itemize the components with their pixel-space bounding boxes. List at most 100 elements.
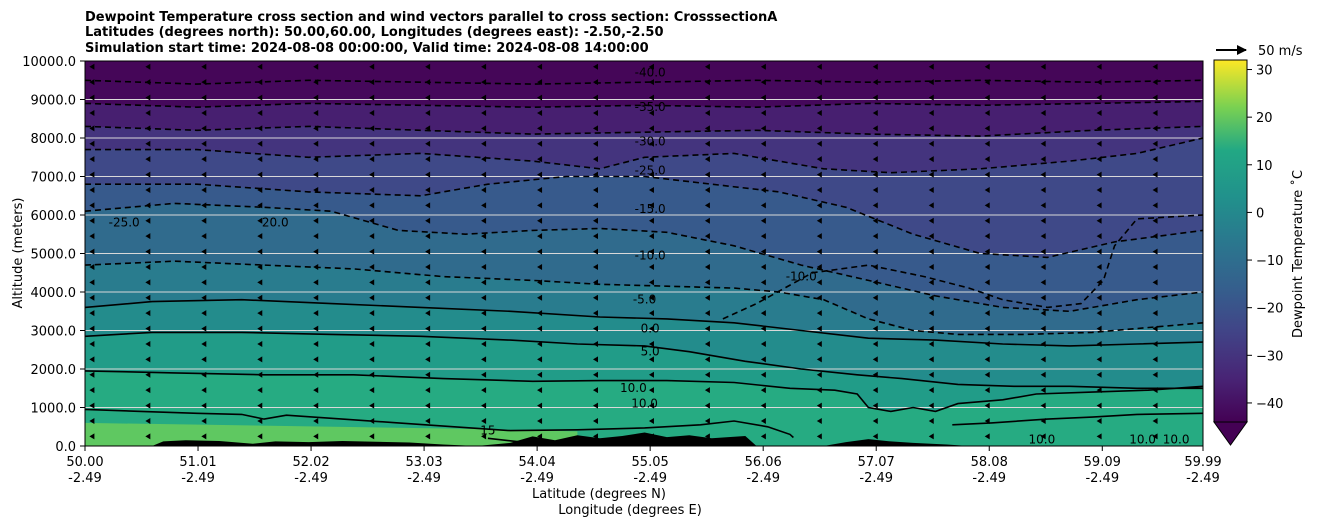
wind-vector-arrow [704, 233, 710, 240]
wind-vector-arrow [537, 125, 543, 132]
wind-vector-arrow [928, 233, 934, 240]
wind-vector-arrow [201, 186, 207, 193]
wind-vector-arrow [313, 248, 319, 255]
wind-vector-arrow [145, 417, 151, 424]
wind-vector-arrow [201, 417, 207, 424]
wind-vector-arrow [872, 140, 878, 147]
wind-vector-arrow [481, 356, 487, 363]
wind-vector-arrow [760, 356, 766, 363]
x-axis-label-2: Longitude (degrees E) [558, 503, 702, 518]
wind-vector-arrow [593, 248, 599, 255]
wind-vector-arrow [425, 79, 431, 86]
wind-vector-arrow [928, 325, 934, 332]
contour-line [85, 100, 1203, 109]
wind-vector-arrow [425, 156, 431, 163]
colorbar-tick-label: −10 [1256, 254, 1283, 269]
wind-vector-arrow [313, 79, 319, 86]
wind-vector-arrow [1040, 417, 1046, 424]
wind-vector-arrow [1096, 140, 1102, 147]
wind-vector-arrow [816, 371, 822, 378]
contour-line [722, 214, 1203, 320]
dewpoint-contours [85, 79, 1203, 446]
wind-vector-arrow [760, 156, 766, 163]
wind-vector-arrow [593, 340, 599, 347]
colorbar-tick-label: −40 [1256, 397, 1283, 412]
chart-title-line-1: Dewpoint Temperature cross section and w… [85, 10, 777, 25]
wind-vector-arrow [201, 325, 207, 332]
wind-vector-arrow [1152, 202, 1158, 209]
wind-vector-arrow [481, 248, 487, 255]
wind-vector-arrow [369, 171, 375, 178]
wind-vector-arrow [1040, 387, 1046, 394]
wind-vector-arrow [537, 217, 543, 224]
wind-vector-arrow [89, 387, 95, 394]
wind-vector-arrow [257, 340, 263, 347]
wind-vector-arrow [928, 202, 934, 209]
wind-vector-arrow [369, 248, 375, 255]
wind-vector-arrow [1152, 248, 1158, 255]
wind-vector-arrow [425, 217, 431, 224]
wind-vector-arrow [89, 356, 95, 363]
wind-vector-arrow [593, 109, 599, 116]
wind-vector-arrow [1040, 263, 1046, 270]
band-warmest [85, 422, 578, 446]
wind-vector-arrow [481, 340, 487, 347]
wind-vector-arrow [257, 387, 263, 394]
wind-vector-arrow [1096, 248, 1102, 255]
wind-vector-arrow [201, 371, 207, 378]
wind-vector-arrow [648, 248, 654, 255]
wind-vector-arrow [145, 79, 151, 86]
wind-vector-arrow [984, 263, 990, 270]
wind-vector-arrow [1152, 279, 1158, 286]
wind-vector-arrow [1096, 79, 1102, 86]
wind-vector-arrow [593, 125, 599, 132]
wind-vector-arrow [145, 263, 151, 270]
wind-vector-arrow [1040, 279, 1046, 286]
wind-vector-arrow [704, 387, 710, 394]
wind-vector-arrow [145, 202, 151, 209]
contour-line [85, 370, 1203, 413]
wind-vector-arrow [984, 310, 990, 317]
wind-vector-arrow [593, 356, 599, 363]
wind-vector-arrow [704, 79, 710, 86]
wind-vector-arrow [593, 217, 599, 224]
wind-vector-arrow [928, 156, 934, 163]
wind-vector-arrow [425, 402, 431, 409]
wind-vector-arrow [816, 248, 822, 255]
wind-vector-arrow [425, 310, 431, 317]
wind-vector-arrow [984, 340, 990, 347]
x-tick-label-lat: 50.00 [66, 455, 103, 470]
wind-vector-arrow [1152, 156, 1158, 163]
wind-vector-arrow [89, 417, 95, 424]
wind-vector-arrow [1152, 433, 1158, 440]
wind-vector-arrow [872, 186, 878, 193]
wind-vector-arrow [928, 263, 934, 270]
wind-vector-arrow [872, 202, 878, 209]
wind-vector-arrow [201, 63, 207, 70]
dewpoint-filled-bands [85, 61, 1203, 446]
x-tick-label-lat: 51.01 [179, 455, 216, 470]
wind-vector-arrow [648, 109, 654, 116]
wind-vector-arrow [1152, 325, 1158, 332]
wind-vector-arrow [704, 433, 710, 440]
x-tick-label-lon: -2.49 [1186, 471, 1220, 486]
wind-vector-arrow [704, 109, 710, 116]
wind-vector-arrow [760, 387, 766, 394]
wind-vector-arrow [1096, 156, 1102, 163]
x-tick-label-lat: 53.03 [405, 455, 442, 470]
colorbar-tick-label: −20 [1256, 302, 1283, 317]
wind-vector-arrow [369, 156, 375, 163]
wind-vector-arrow [593, 171, 599, 178]
wind-vector-arrow [481, 186, 487, 193]
wind-vector-arrow [257, 186, 263, 193]
wind-vector-arrow [984, 63, 990, 70]
wind-vector-arrow [928, 402, 934, 409]
wind-vector-arrow [760, 125, 766, 132]
wind-vector-arrow [1040, 248, 1046, 255]
y-axis: 0.0 1000.0 2000.0 3000.0 4000.0 5000.0 6000.0 7… [22, 55, 85, 455]
wind-vector-arrow [593, 417, 599, 424]
wind-vector-arrow [1096, 94, 1102, 101]
wind-vector-arrow [1096, 294, 1102, 301]
wind-vector-arrow [760, 63, 766, 70]
wind-vector-arrow [425, 63, 431, 70]
